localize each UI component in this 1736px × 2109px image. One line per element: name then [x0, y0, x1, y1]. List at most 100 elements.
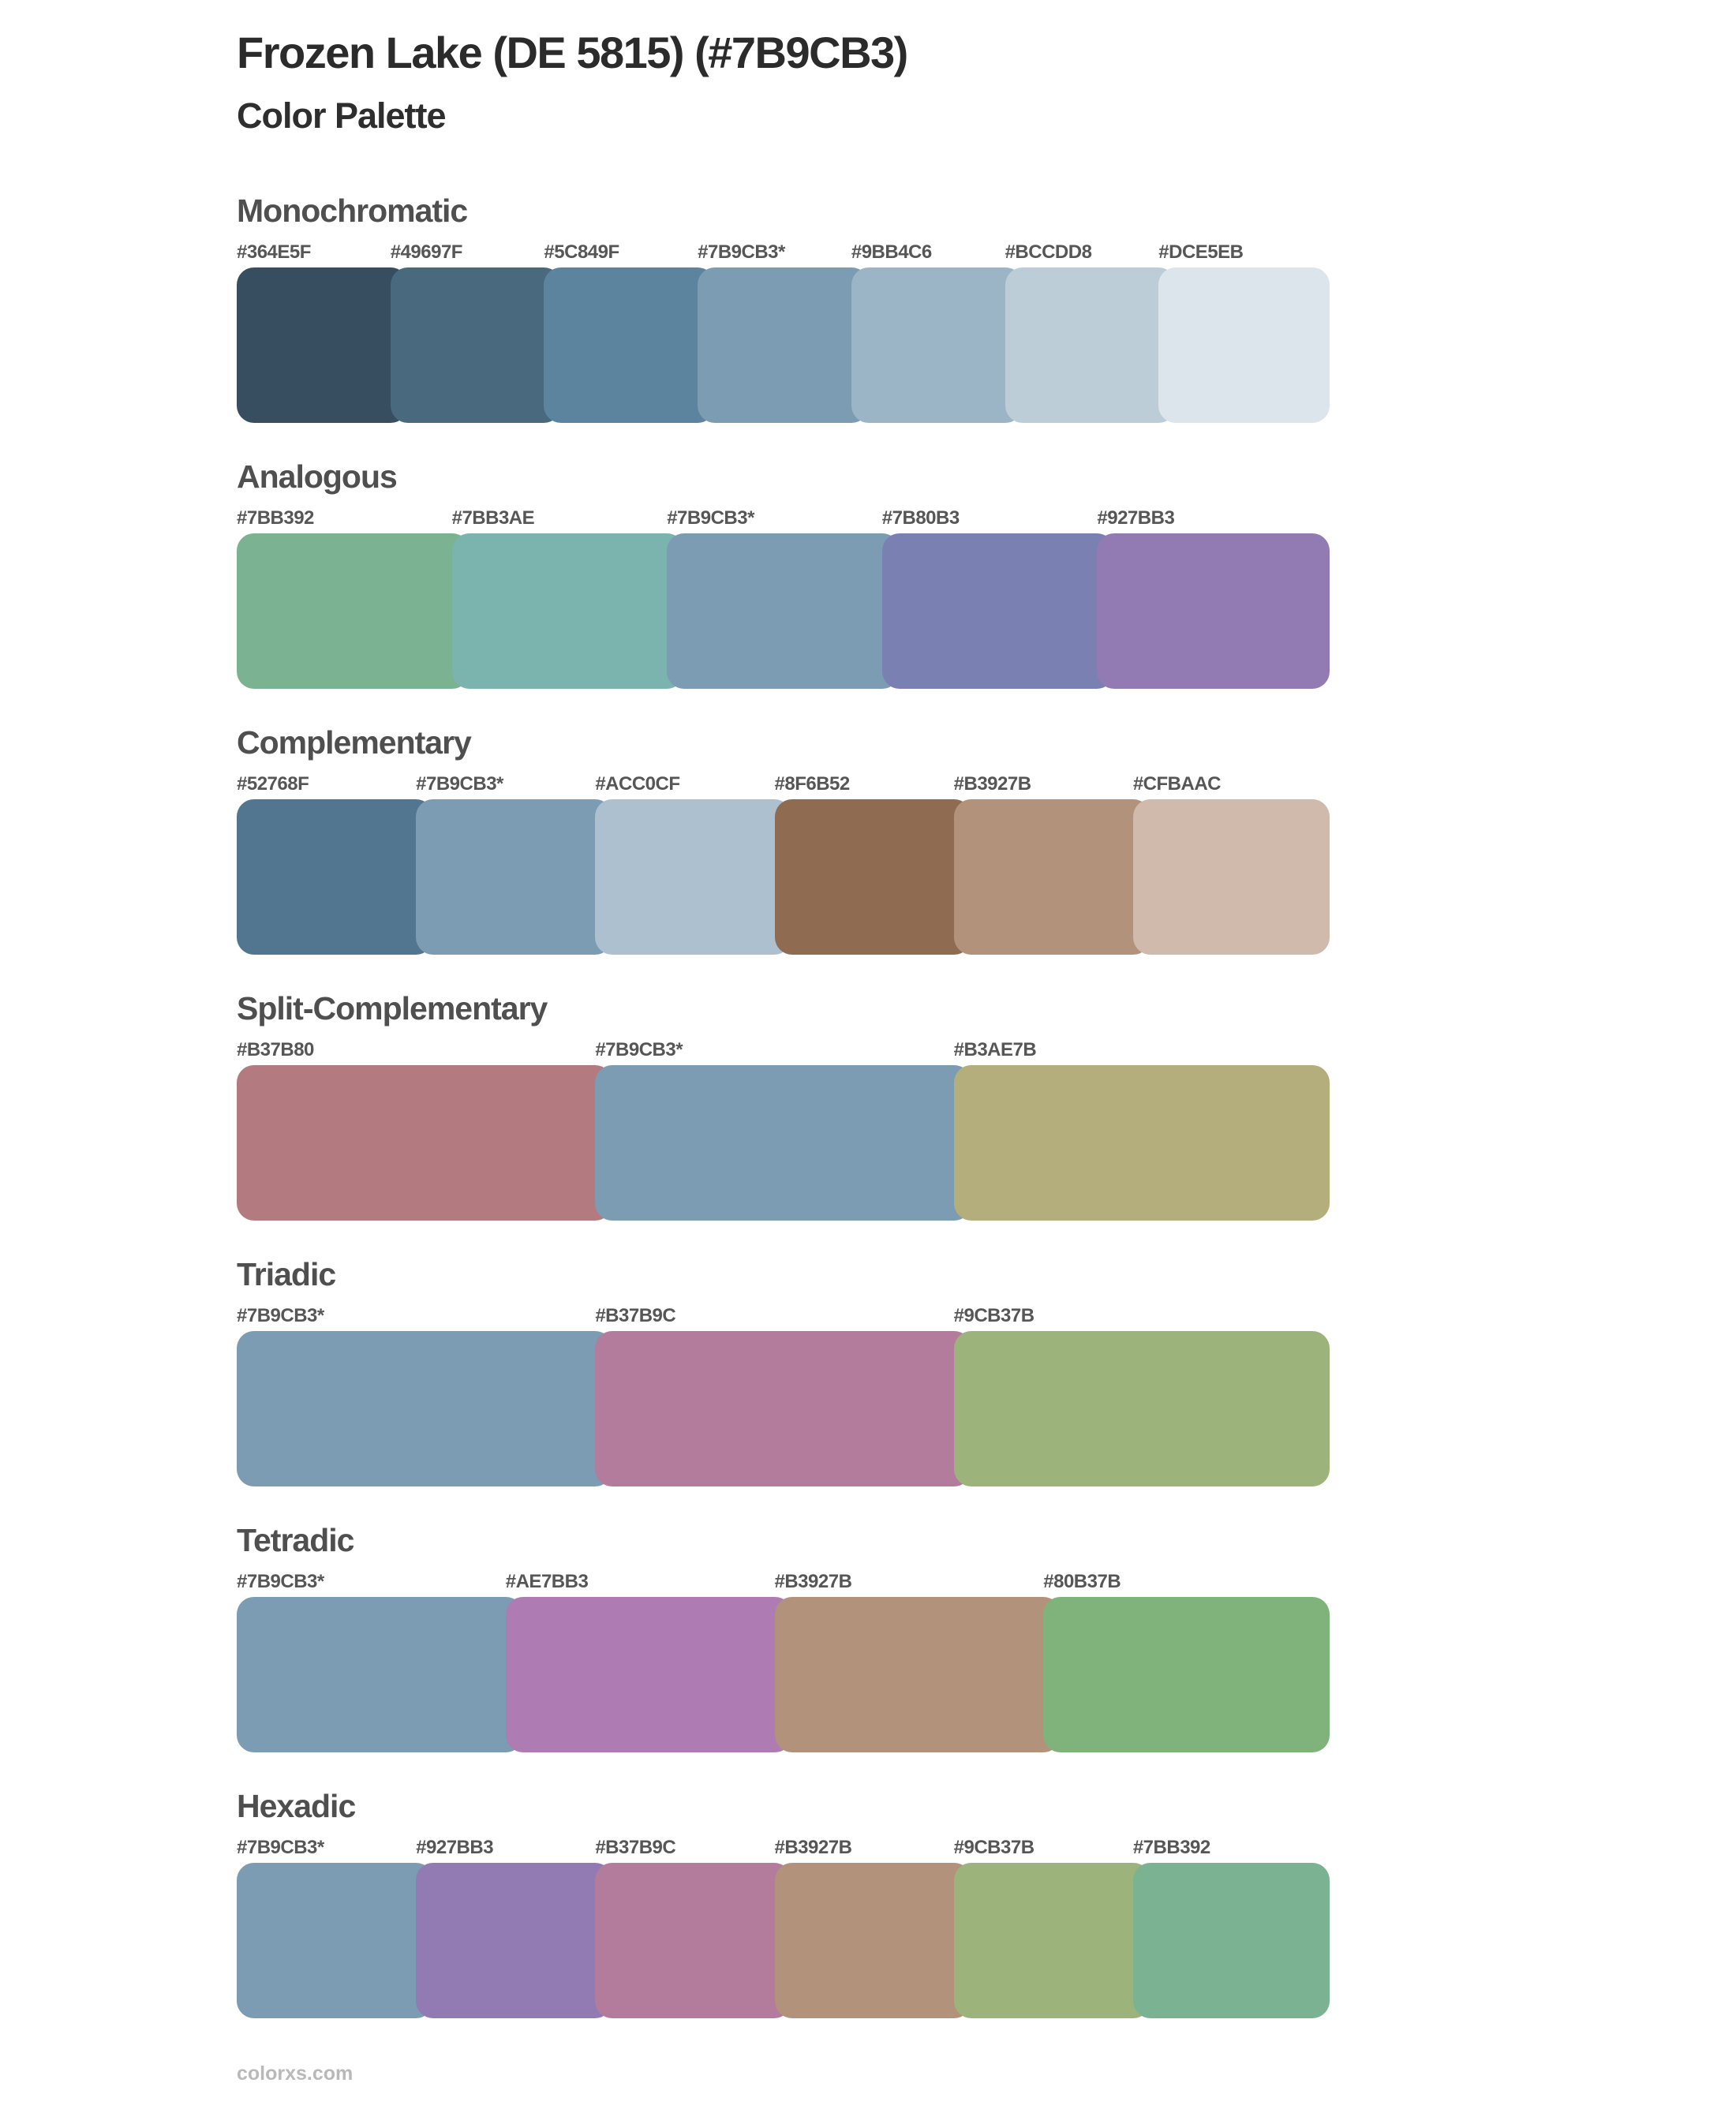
color-swatch[interactable] — [595, 1331, 971, 1487]
swatch-hex-label: #ACC0CF — [595, 773, 680, 795]
color-swatch[interactable] — [595, 799, 792, 955]
swatch-hex-label: #7B80B3 — [881, 507, 960, 529]
swatch-hex-label: #80B37B — [1043, 1571, 1121, 1593]
swatch-hex-label: #5C849F — [544, 241, 619, 264]
color-swatch[interactable] — [237, 1331, 613, 1487]
color-swatch[interactable] — [544, 267, 716, 424]
swatch-hex-label: #B37B80 — [237, 1039, 314, 1061]
color-swatch[interactable] — [953, 1065, 1330, 1221]
color-swatch[interactable] — [416, 799, 613, 955]
color-swatch[interactable] — [390, 267, 562, 424]
footer-watermark: colorxs.com — [237, 2062, 354, 2085]
color-swatch[interactable] — [451, 533, 685, 690]
palette-section: Split-Complementary #B37B80 #7B9CB3* #B3AE7… — [237, 992, 1420, 1221]
color-swatch[interactable] — [1158, 267, 1330, 424]
color-swatch[interactable] — [698, 267, 869, 424]
hex-labels-row: #7BB392 #7BB3AE #7B9CB3* #7B80B3 #927BB3 — [237, 507, 1420, 529]
swatch-hex-label: #7B9CB3* — [667, 507, 754, 529]
palette-section: Complementary #52768F #7B9CB3* #ACC0CF #8F6B… — [237, 726, 1420, 955]
page-subtitle: Color Palette — [237, 95, 447, 136]
swatch-hex-label: #7BB392 — [1132, 1837, 1210, 1859]
swatch-hex-label: #364E5F — [237, 241, 311, 264]
swatch-hex-label: #B37B9C — [595, 1305, 676, 1327]
swatch-hex-label: #CFBAAC — [1132, 773, 1222, 795]
section-title: Split-Complementary — [237, 990, 548, 1027]
swatch-row — [237, 799, 1330, 955]
swatch-hex-label: #B37B9C — [595, 1837, 676, 1859]
color-swatch[interactable] — [237, 1597, 523, 1753]
swatch-row — [237, 533, 1330, 690]
palette-section: Tetradic #7B9CB3* #AE7BB3 #B3927B #80B37B — [237, 1522, 1420, 1753]
color-swatch[interactable] — [595, 1863, 792, 2019]
color-swatch[interactable] — [667, 533, 900, 690]
swatch-hex-label: #7B9CB3* — [416, 773, 503, 795]
swatch-hex-label: #AE7BB3 — [505, 1571, 589, 1593]
palette-page: Frozen Lake (DE 5815) (#7B9CB3) Color Pa… — [237, 0, 1420, 2109]
color-swatch[interactable] — [953, 1331, 1330, 1487]
hex-labels-row: #7B9CB3* #AE7BB3 #B3927B #80B37B — [237, 1571, 1420, 1593]
swatch-hex-label: #927BB3 — [416, 1837, 494, 1859]
swatch-row — [237, 1863, 1330, 2019]
swatch-row — [237, 1065, 1330, 1221]
palette-section: Hexadic #7B9CB3* #927BB3 #B37B9C #B3927B #9CB… — [237, 1788, 1420, 2019]
swatch-hex-label: #7B9CB3* — [237, 1305, 324, 1327]
hex-labels-row: #52768F #7B9CB3* #ACC0CF #8F6B52 #B3927B #CFB… — [237, 773, 1420, 795]
palette-sections: Monochromatic #364E5F #49697F #5C849F #7B9CB… — [237, 193, 1420, 2019]
swatch-hex-label: #7B9CB3* — [237, 1571, 324, 1593]
section-title: Analogous — [237, 458, 398, 495]
swatch-hex-label: #DCE5EB — [1158, 241, 1244, 264]
section-title: Monochromatic — [237, 193, 468, 230]
color-swatch[interactable] — [237, 799, 434, 955]
section-title: Complementary — [237, 724, 472, 761]
swatch-hex-label: #B3927B — [774, 1571, 852, 1593]
hex-labels-row: #364E5F #49697F #5C849F #7B9CB3* #9BB4C6 #BCC… — [237, 241, 1420, 264]
swatch-hex-label: #52768F — [237, 773, 309, 795]
swatch-row — [237, 1331, 1330, 1487]
page-title: Frozen Lake (DE 5815) (#7B9CB3) — [237, 28, 908, 77]
hex-labels-row: #B37B80 #7B9CB3* #B3AE7B — [237, 1039, 1420, 1060]
swatch-hex-label: #9CB37B — [953, 1837, 1034, 1859]
color-swatch[interactable] — [1132, 799, 1330, 955]
swatch-row — [237, 1597, 1330, 1753]
color-swatch[interactable] — [237, 1065, 613, 1221]
color-swatch[interactable] — [774, 799, 971, 955]
swatch-hex-label: #7B9CB3* — [237, 1837, 324, 1859]
swatch-hex-label: #49697F — [390, 241, 463, 264]
swatch-hex-label: #7B9CB3* — [698, 241, 785, 264]
color-swatch[interactable] — [416, 1863, 613, 2019]
swatch-hex-label: #7BB392 — [237, 507, 314, 529]
color-swatch[interactable] — [881, 533, 1115, 690]
swatch-hex-label: #8F6B52 — [774, 773, 851, 795]
swatch-hex-label: #7BB3AE — [451, 507, 535, 529]
color-swatch[interactable] — [774, 1597, 1061, 1753]
color-swatch[interactable] — [953, 799, 1150, 955]
color-swatch[interactable] — [851, 267, 1023, 424]
swatch-hex-label: #9CB37B — [953, 1305, 1034, 1327]
color-swatch[interactable] — [595, 1065, 971, 1221]
color-swatch[interactable] — [1132, 1863, 1330, 2019]
hex-labels-row: #7B9CB3* #927BB3 #B37B9C #B3927B #9CB37B #7BB… — [237, 1837, 1420, 1859]
swatch-hex-label: #BCCDD8 — [1005, 241, 1092, 264]
color-swatch[interactable] — [505, 1597, 792, 1753]
color-swatch[interactable] — [237, 267, 408, 424]
color-swatch[interactable] — [774, 1863, 971, 2019]
color-swatch[interactable] — [1097, 533, 1330, 690]
section-title: Tetradic — [237, 1522, 354, 1559]
section-title: Hexadic — [237, 1788, 356, 1825]
swatch-hex-label: #B3927B — [953, 773, 1031, 795]
hex-labels-row: #7B9CB3* #B37B9C #9CB37B — [237, 1305, 1420, 1326]
swatch-hex-label: #B3927B — [774, 1837, 852, 1859]
section-title: Triadic — [237, 1256, 336, 1293]
swatch-hex-label: #9BB4C6 — [851, 241, 932, 264]
color-swatch[interactable] — [237, 1863, 434, 2019]
swatch-row — [237, 267, 1330, 424]
swatch-hex-label: #927BB3 — [1097, 507, 1175, 529]
color-swatch[interactable] — [1005, 267, 1177, 424]
color-swatch[interactable] — [1043, 1597, 1330, 1753]
palette-section: Monochromatic #364E5F #49697F #5C849F #7B9CB… — [237, 193, 1420, 424]
palette-section: Analogous #7BB392 #7BB3AE #7B9CB3* #7B80B3 #9… — [237, 458, 1420, 690]
swatch-hex-label: #B3AE7B — [953, 1039, 1037, 1061]
color-swatch[interactable] — [237, 533, 470, 690]
color-swatch[interactable] — [953, 1863, 1150, 2019]
swatch-hex-label: #7B9CB3* — [595, 1039, 683, 1061]
